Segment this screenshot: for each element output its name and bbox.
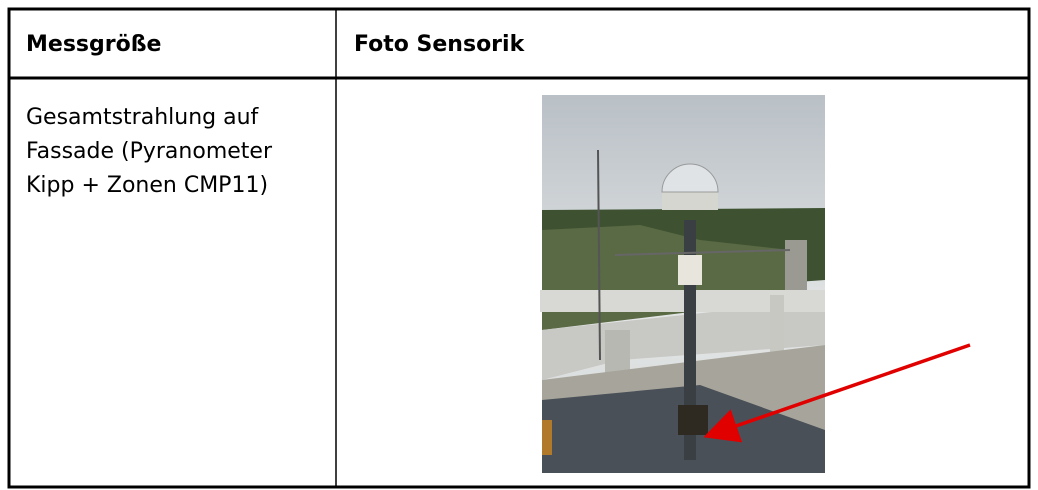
header-cell: Messgröße [26, 32, 161, 57]
photo [540, 95, 825, 473]
arrow [703, 343, 971, 443]
header-cell: Foto Sensorik [354, 32, 526, 57]
cell-line: Fassade (Pyranometer [26, 139, 273, 164]
table-border [7, 7, 1031, 489]
cell-line: Kipp + Zonen CMP11) [26, 173, 268, 198]
table: Messgröße Foto Sensorik Gesamtstrahlung … [7, 7, 1031, 489]
cell-line: Gesamtstrahlung auf [26, 105, 260, 130]
